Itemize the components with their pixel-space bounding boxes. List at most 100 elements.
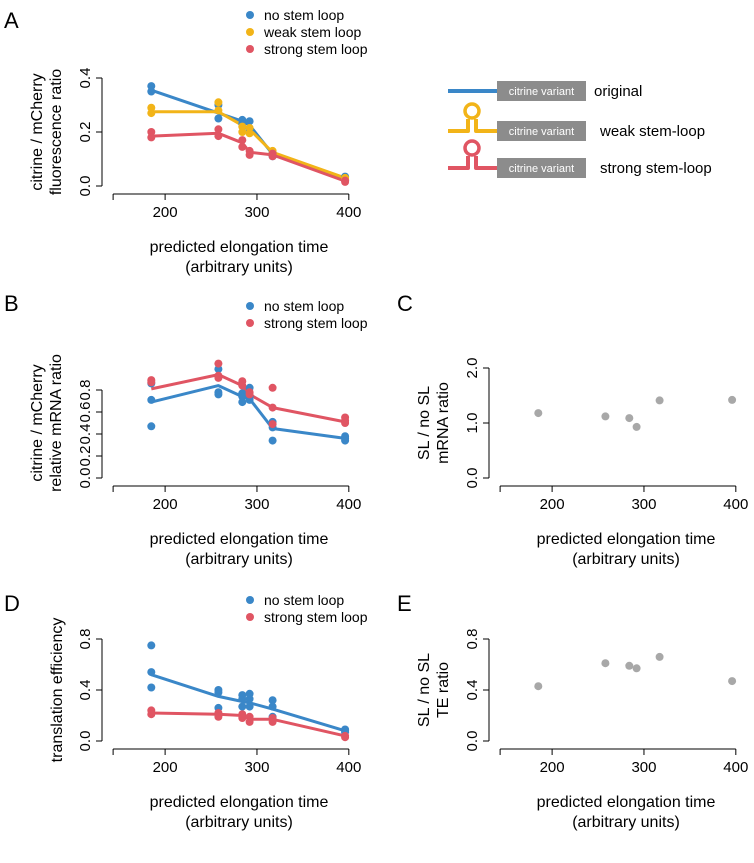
data-point-no_stem_loop <box>147 87 156 96</box>
data-point-no_stem_loop <box>214 688 223 697</box>
x-axis-label: (arbitrary units) <box>185 259 293 276</box>
data-point-strong_stem_loop <box>245 390 254 399</box>
stem-loop-stem <box>448 156 497 170</box>
data-point-strong_stem_loop <box>214 359 223 368</box>
stem-loop-stem <box>448 119 497 133</box>
x-tick-label: 200 <box>153 759 178 776</box>
data-point-no_stem_loop <box>147 683 156 692</box>
panel-c: C 0.0 1.0 2.0 200 300 400 predicted elongation … <box>397 291 748 568</box>
x-axis-label: predicted elongation time <box>150 531 329 548</box>
data-point-strong_stem_loop <box>341 733 350 742</box>
x-axis-label: (arbitrary units) <box>572 551 680 568</box>
y-tick-label: 0.2 <box>77 122 94 143</box>
data-point-no_stem_loop <box>147 395 156 404</box>
x-axis-label: predicted elongation time <box>150 794 329 811</box>
schematic-label-strong_stem_loop: strong stem-loop <box>600 160 712 177</box>
schematic-label-no_stem_loop: original <box>594 83 642 100</box>
citrine-variant-box <box>497 158 586 178</box>
data-point-no_stem_loop <box>238 398 247 407</box>
data-point-strong_stem_loop <box>268 420 277 429</box>
legend-marker-strong_stem_loop <box>246 319 254 327</box>
data-point-ratio <box>534 409 543 418</box>
legend-label-no_stem_loop: no stem loop <box>264 298 344 314</box>
data-point-no_stem_loop <box>245 117 254 126</box>
data-point-ratio <box>601 412 610 421</box>
x-tick-label: 400 <box>723 496 748 513</box>
stem-loop-icon <box>463 139 481 157</box>
data-point-weak_stem_loop <box>214 98 223 107</box>
data-point-ratio <box>625 661 634 670</box>
legend-marker-no_stem_loop <box>246 11 254 19</box>
data-point-strong_stem_loop <box>341 419 350 427</box>
y-tick-label: 0.0 <box>77 468 94 489</box>
legend-label-strong_stem_loop: strong stem loop <box>264 315 368 331</box>
data-point-strong_stem_loop <box>238 136 247 145</box>
data-point-no_stem_loop <box>238 392 247 401</box>
data-point-no_stem_loop <box>268 696 277 705</box>
legend-label-weak_stem_loop: weak stem loop <box>263 24 361 40</box>
x-tick-label: 400 <box>336 204 361 221</box>
data-point-strong_stem_loop <box>147 710 156 719</box>
x-tick-label: 400 <box>336 496 361 513</box>
stem-loop-icon <box>463 102 481 120</box>
data-point-no_stem_loop <box>341 436 350 445</box>
data-point-no_stem_loop <box>238 702 247 711</box>
data-point-strong_stem_loop <box>147 378 156 387</box>
y-tick-label: 0.2 <box>77 446 94 467</box>
legend-marker-weak_stem_loop <box>246 28 254 36</box>
panel-letter-d: D <box>4 591 20 616</box>
data-point-strong_stem_loop <box>245 717 254 726</box>
y-axis-label: translation efficiency <box>49 618 66 763</box>
y-tick-label: 0.0 <box>77 731 94 752</box>
legend-label-strong_stem_loop: strong stem loop <box>264 41 368 57</box>
data-point-weak_stem_loop <box>245 124 254 132</box>
y-axis-label: citrine / mCherry <box>29 364 46 481</box>
data-point-weak_stem_loop <box>147 109 156 118</box>
panel-d: D 0.0 0.4 0.8 200 300 400 predicted elongation … <box>4 591 368 831</box>
citrine-variant-box <box>497 81 586 101</box>
x-axis-label: (arbitrary units) <box>572 814 680 831</box>
x-axis-label: predicted elongation time <box>150 239 329 256</box>
y-axis-label: mRNA ratio <box>435 382 452 464</box>
data-point-strong_stem_loop <box>238 381 247 390</box>
data-point-no_stem_loop <box>147 641 156 650</box>
data-point-strong_stem_loop <box>268 403 277 412</box>
y-tick-label: 0.0 <box>464 468 481 489</box>
y-tick-label: 0.6 <box>77 402 94 423</box>
panel-a: A 0.0 0.2 0.4 200 300 400 predicted elongation … <box>4 7 368 276</box>
data-point-strong_stem_loop <box>268 717 277 726</box>
data-point-ratio <box>632 422 641 431</box>
data-point-strong_stem_loop <box>214 373 223 382</box>
legend-label-no_stem_loop: no stem loop <box>264 7 344 23</box>
x-tick-label: 300 <box>244 204 269 221</box>
data-point-ratio <box>728 395 737 404</box>
y-tick-label: 0.8 <box>77 380 94 401</box>
y-tick-label: 0.8 <box>77 629 94 650</box>
series-line-no_stem_loop <box>150 673 346 733</box>
legend-label-no_stem_loop: no stem loop <box>264 592 344 608</box>
data-point-no_stem_loop <box>268 436 277 445</box>
legend-marker-strong_stem_loop <box>246 45 254 53</box>
panel-letter-a: A <box>4 8 19 33</box>
data-point-weak_stem_loop <box>238 128 247 136</box>
data-point-strong_stem_loop <box>341 177 350 186</box>
series-line-strong_stem_loop <box>150 373 346 424</box>
legend-label-strong_stem_loop: strong stem loop <box>264 609 368 625</box>
y-tick-label: 2.0 <box>464 358 481 379</box>
x-axis-label: (arbitrary units) <box>185 814 293 831</box>
y-tick-label: 0.0 <box>464 731 481 752</box>
y-tick-label: 1.0 <box>464 413 481 434</box>
y-axis-label: fluorescence ratio <box>48 69 65 195</box>
data-point-no_stem_loop <box>245 702 254 711</box>
data-point-strong_stem_loop <box>214 125 223 134</box>
data-point-ratio <box>625 414 634 423</box>
schematic-row-no_stem_loop: citrine variant original <box>448 81 642 101</box>
y-tick-label: 0.4 <box>77 680 94 701</box>
citrine-variant-label: citrine variant <box>509 126 574 138</box>
data-point-strong_stem_loop <box>147 133 156 142</box>
data-point-ratio <box>632 664 641 673</box>
x-axis-label: predicted elongation time <box>537 794 716 811</box>
x-tick-label: 200 <box>153 204 178 221</box>
schematic-row-strong_stem_loop: citrine variant strong stem-loop <box>448 139 712 178</box>
data-point-strong_stem_loop <box>214 132 223 141</box>
